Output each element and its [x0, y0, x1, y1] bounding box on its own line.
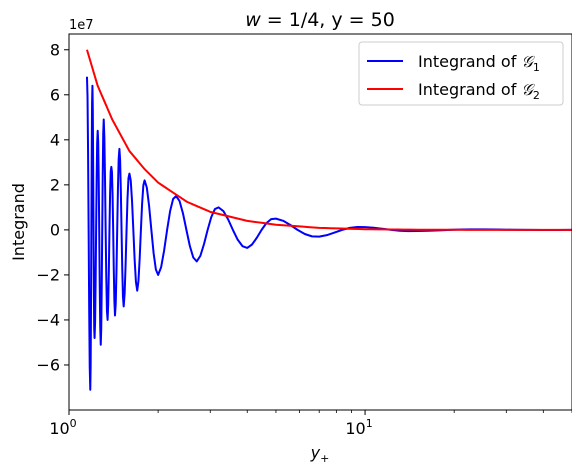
y-tick-label: 0 — [50, 220, 60, 239]
y-tick-label: −2 — [36, 265, 60, 284]
y-tick-label: −4 — [36, 310, 60, 329]
chart-title: w = 1/4, y = 50 — [245, 9, 395, 31]
plot-frame — [68, 33, 572, 411]
x-axis-label: y+ — [310, 443, 330, 464]
y-tick-label: 8 — [50, 40, 60, 59]
series-line-2 — [86, 49, 572, 231]
legend-box — [358, 41, 564, 106]
legend-label-g2: Integrand of 𝒢2 — [418, 80, 540, 102]
series-layer — [85, 49, 572, 391]
y-tick-label: 6 — [50, 85, 60, 104]
x-tick-label: 101 — [345, 417, 372, 438]
legend-label-g1: Integrand of 𝒢1 — [418, 52, 540, 74]
legend: Integrand of 𝒢1 Integrand of 𝒢2 — [358, 41, 564, 106]
y-tick-label: 2 — [50, 175, 60, 194]
y-axis-label: Integrand — [9, 183, 28, 261]
series-line-1 — [85, 76, 572, 391]
y-tick-label: 4 — [50, 130, 60, 149]
x-tick-label: 100 — [49, 417, 76, 438]
y-tick-label: −6 — [36, 355, 60, 374]
y-axis-offset-label: 1e7 — [69, 18, 94, 33]
